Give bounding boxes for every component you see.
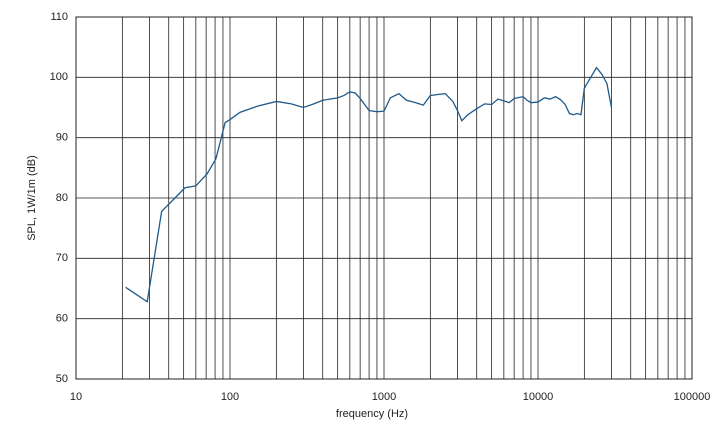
y-tick-label: 70 [56,252,68,264]
x-tick-label: 10000 [523,391,554,403]
x-tick-label: 100 [221,391,239,403]
x-axis-label: frequency (Hz) [336,408,408,420]
y-tick-label: 80 [56,192,68,204]
y-tick-label: 60 [56,313,68,325]
y-tick-label: 50 [56,373,68,385]
y-tick-label: 110 [50,11,68,23]
x-tick-label: 100000 [674,391,711,403]
data-line [125,66,613,303]
y-tick-label: 100 [50,71,68,83]
y-axis-label: SPL, 1W/1m (dB) [26,155,38,241]
x-tick-label: 1000 [372,391,396,403]
y-tick-label: 90 [56,132,68,144]
x-tick-label: 10 [70,391,82,403]
plot-frame [75,16,693,380]
